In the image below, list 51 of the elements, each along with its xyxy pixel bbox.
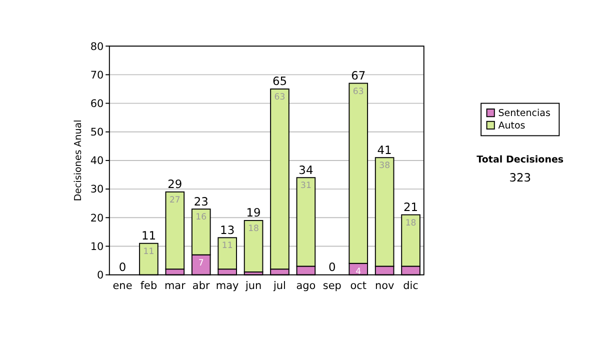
data-label: 11 [143,246,154,257]
legend-label: Sentencias [498,108,550,120]
total-label: 13 [220,222,235,237]
x-tick-label: nov [374,280,394,292]
y-tick-label: 60 [90,98,104,110]
data-label: 31 [300,181,312,192]
data-label: 11 [222,241,233,252]
y-axis-title: Decisiones Anual [72,120,84,202]
y-tick-label: 40 [90,155,104,168]
total-label: 41 [377,142,392,157]
total-label: 11 [141,228,156,243]
total-label: 0 [328,260,336,274]
data-label: 16 [196,212,207,223]
y-tick-label: 0 [97,269,104,282]
x-tick-label: may [216,280,239,292]
y-tick-label: 10 [90,240,104,253]
x-tick-label: jul [272,280,286,292]
x-tick-label: abr [192,280,211,292]
total-label: 65 [272,74,288,88]
bar [244,220,264,272]
data-label: 4 [356,266,362,277]
data-label: 63 [274,92,286,102]
x-tick-label: oct [350,280,366,292]
data-label: 18 [405,218,416,228]
total-label: 19 [246,206,261,220]
data-label: 27 [169,195,180,206]
total-label: 0 [118,260,126,274]
x-tick-label: ene [112,280,132,292]
x-tick-label: sep [322,280,342,292]
y-tick-label: 80 [90,40,104,53]
y-tick-label: 20 [90,212,104,224]
data-label: 63 [352,86,364,97]
y-tick-label: 30 [90,184,104,196]
x-tick-label: ago [296,280,316,292]
total-label: 21 [404,200,418,214]
text: 323 [509,170,532,184]
text: Total Decisiones [476,154,564,166]
x-tick-label: dic [403,280,419,292]
total-label: 67 [351,68,366,82]
y-tick-label: 50 [90,126,104,139]
legend-label: Autos [498,120,526,132]
total-label: 34 [298,162,314,177]
data-label: 7 [198,258,204,268]
total-label: 29 [168,177,182,192]
x-tick-label: mar [164,280,186,292]
x-tick-label: feb [140,280,158,292]
total-label: 23 [194,194,208,208]
y-tick-label: 70 [90,69,104,82]
data-label: 38 [379,161,390,172]
x-tick-label: jun [244,280,262,292]
data-label: 18 [248,224,259,234]
